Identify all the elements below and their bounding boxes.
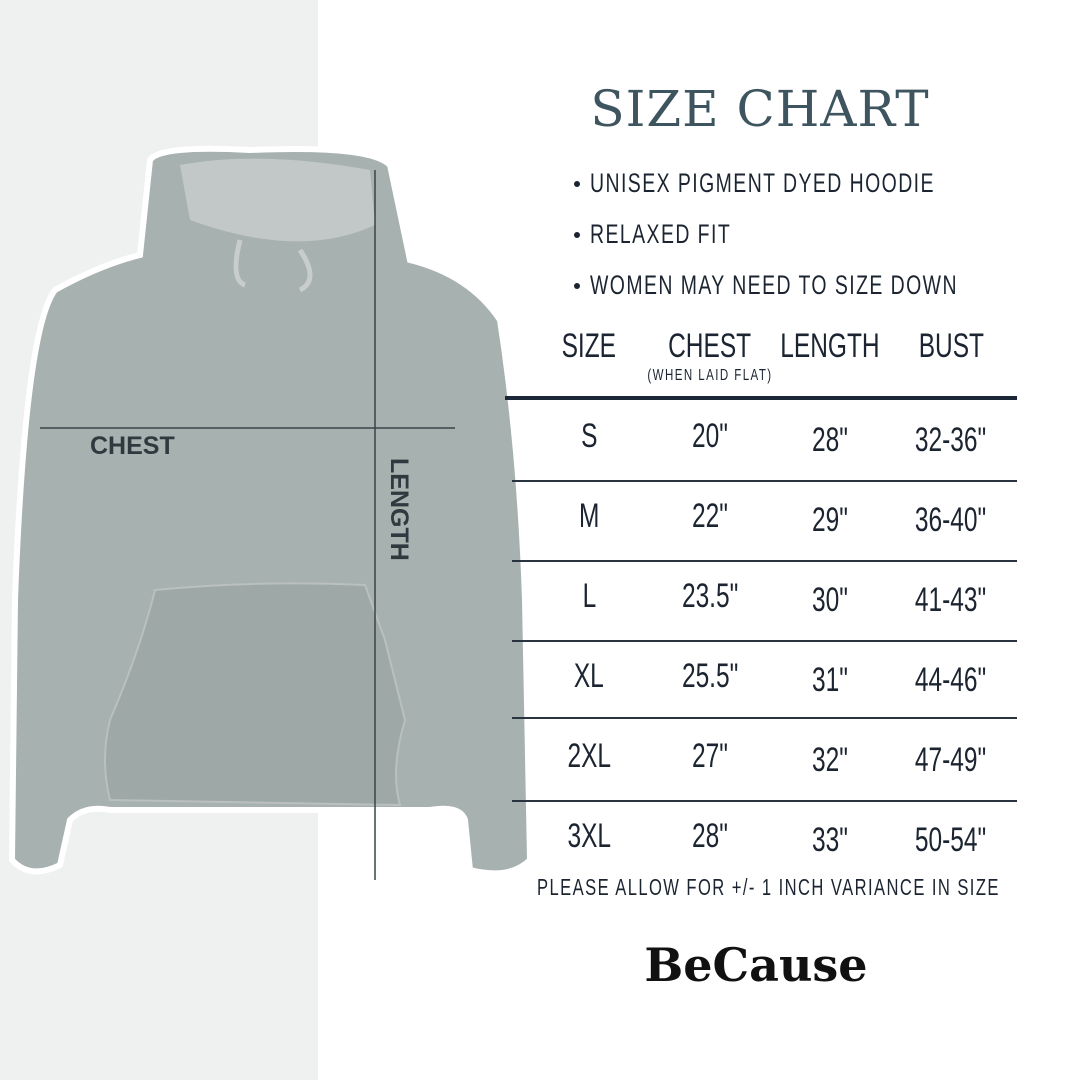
list-item: WOMEN MAY NEED TO SIZE DOWN (574, 260, 1080, 311)
length-label: LENGTH (385, 458, 413, 561)
cell-bust: 47-49" (915, 741, 987, 779)
column-header-chest: CHEST (668, 327, 752, 365)
cell-bust: 36-40" (915, 501, 987, 539)
cell-bust: 32-36" (915, 421, 987, 459)
cell-bust: 50-54" (915, 821, 987, 859)
row-divider (512, 800, 1017, 802)
cell-chest: 22" (692, 497, 728, 535)
cell-chest: 23.5" (681, 577, 739, 615)
bullet-icon (574, 282, 580, 289)
column-header-length: LENGTH (780, 327, 880, 365)
cell-length: 32" (812, 741, 848, 779)
bullet-icon (574, 180, 580, 187)
cell-length: 28" (812, 421, 848, 459)
cell-chest: 20" (692, 417, 728, 455)
row-divider (512, 480, 1017, 482)
bullet-icon (574, 231, 580, 238)
cell-length: 30" (812, 581, 848, 619)
column-header-bust: BUST (918, 327, 984, 365)
cell-size: 2XL (567, 737, 611, 775)
row-divider (512, 640, 1017, 642)
cell-length: 29" (812, 501, 848, 539)
cell-length: 31" (812, 661, 848, 699)
hoodie-image (8, 145, 534, 880)
cell-length: 33" (812, 821, 848, 859)
cell-size: L (582, 577, 596, 615)
header-divider (505, 396, 1017, 400)
cell-chest: 28" (692, 817, 728, 855)
cell-size: XL (574, 657, 604, 695)
row-divider (512, 717, 1017, 719)
cell-chest: 27" (692, 737, 728, 775)
page-title: SIZE CHART (590, 80, 930, 138)
cell-chest: 25.5" (681, 657, 739, 695)
cell-size: S (580, 417, 598, 455)
list-item: RELAXED FIT (574, 209, 1080, 260)
brand-logo: BeCause (644, 938, 868, 992)
variance-note: PLEASE ALLOW FOR +/- 1 INCH VARIANCE IN … (537, 874, 1000, 900)
list-item: UNISEX PIGMENT DYED HOODIE (574, 158, 1080, 209)
row-divider (512, 560, 1017, 562)
cell-size: 3XL (567, 817, 611, 855)
column-header-size: SIZE (561, 327, 617, 365)
chest-label: CHEST (90, 432, 175, 460)
cell-size: M (578, 497, 600, 535)
chest-note: (WHEN LAID FLAT) (647, 367, 773, 384)
feature-list: UNISEX PIGMENT DYED HOODIE RELAXED FIT W… (574, 158, 1080, 311)
cell-bust: 41-43" (915, 581, 987, 619)
cell-bust: 44-46" (915, 661, 987, 699)
